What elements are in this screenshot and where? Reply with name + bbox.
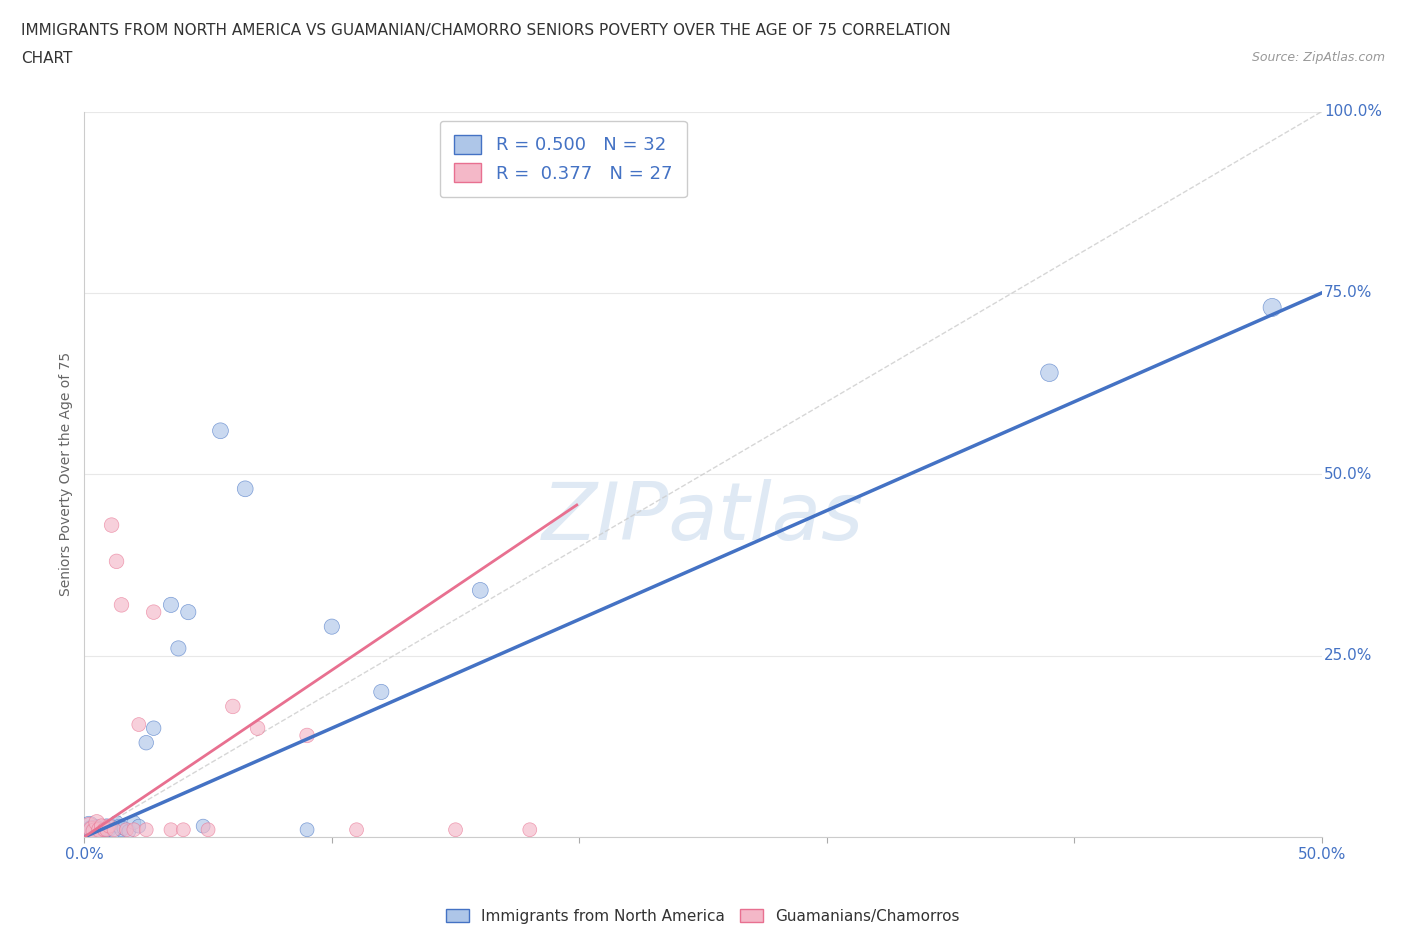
Point (444, 822, 467, 837)
Point (100, 818, 122, 833)
Point (172, 822, 194, 837)
Text: 75.0%: 75.0% (1324, 286, 1372, 300)
Point (135, 736, 157, 751)
Point (222, 699, 245, 714)
Point (519, 822, 541, 837)
Point (370, 684, 392, 699)
Point (79, 818, 101, 833)
Point (295, 822, 318, 837)
Point (209, 423, 232, 438)
Point (1038, 365, 1060, 380)
Point (321, 619, 343, 634)
Point (110, 597, 132, 612)
Point (135, 822, 157, 837)
Point (470, 583, 492, 598)
Point (1261, 300, 1284, 315)
Point (346, 822, 368, 837)
Point (100, 518, 122, 533)
Point (246, 721, 269, 736)
Point (96, 822, 118, 837)
Point (115, 822, 138, 837)
Point (110, 822, 132, 837)
Point (122, 822, 145, 837)
Text: 100.0%: 100.0% (1324, 104, 1382, 119)
Point (103, 824, 125, 839)
Point (295, 728, 318, 743)
Point (86, 821, 108, 836)
Point (197, 822, 219, 837)
Point (90, 822, 112, 837)
Point (103, 822, 125, 837)
Point (118, 824, 141, 839)
Point (177, 604, 200, 619)
Legend: Immigrants from North America, Guamanians/Chamorros: Immigrants from North America, Guamanian… (440, 903, 966, 930)
Point (142, 721, 165, 736)
Point (89, 822, 111, 837)
Point (79, 818, 101, 833)
Point (93, 822, 115, 837)
Point (167, 641, 190, 656)
Point (128, 717, 150, 732)
Point (105, 554, 128, 569)
Point (93, 821, 115, 836)
Text: Source: ZipAtlas.com: Source: ZipAtlas.com (1251, 51, 1385, 64)
Point (98, 822, 121, 837)
Text: 50.0%: 50.0% (1324, 467, 1372, 482)
Point (96, 818, 118, 833)
Point (83, 824, 105, 839)
Text: CHART: CHART (21, 51, 73, 66)
Point (160, 597, 183, 612)
Point (112, 821, 135, 836)
Point (89, 822, 111, 837)
Point (160, 822, 183, 837)
Text: IMMIGRANTS FROM NORTH AMERICA VS GUAMANIAN/CHAMORRO SENIORS POVERTY OVER THE AGE: IMMIGRANTS FROM NORTH AMERICA VS GUAMANI… (21, 23, 950, 38)
Point (83, 824, 105, 839)
Point (90, 818, 112, 833)
Point (80, 822, 103, 837)
Point (98, 818, 121, 833)
Point (108, 818, 131, 833)
Point (142, 604, 165, 619)
Text: ZIPatlas: ZIPatlas (541, 479, 865, 557)
Point (128, 818, 150, 833)
Point (191, 818, 214, 833)
Point (80, 822, 103, 837)
Point (86, 815, 108, 830)
Point (105, 815, 128, 830)
Text: 25.0%: 25.0% (1324, 648, 1372, 663)
Point (233, 482, 256, 497)
Y-axis label: Seniors Poverty Over the Age of 75: Seniors Poverty Over the Age of 75 (59, 352, 73, 596)
Point (122, 815, 145, 830)
